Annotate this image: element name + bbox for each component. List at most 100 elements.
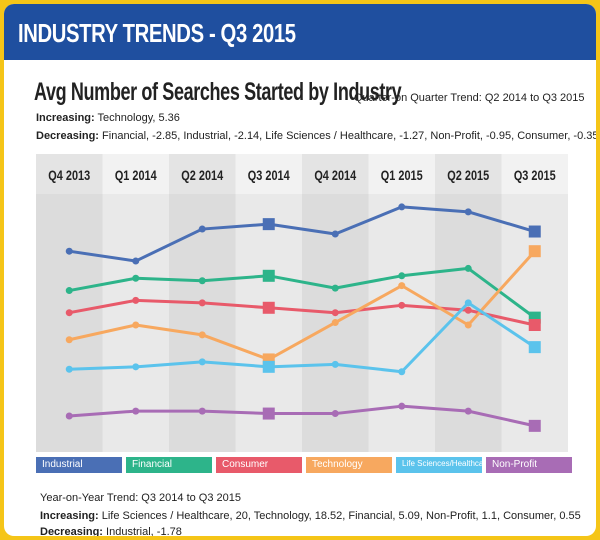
data-point	[331, 309, 339, 317]
yoy-increasing-text: Life Sciences / Healthcare, 20, Technolo…	[98, 510, 581, 522]
square-marker	[262, 301, 275, 314]
data-point	[65, 412, 73, 420]
data-point	[398, 272, 406, 280]
column-header-bg	[102, 154, 169, 194]
infographic-frame: INDUSTRY TRENDS - Q3 2015 Avg Number of …	[4, 4, 596, 536]
series-line	[68, 266, 536, 319]
data-point	[464, 321, 472, 329]
column-header-bg	[302, 154, 369, 194]
data-point	[132, 321, 140, 329]
data-point	[398, 368, 406, 376]
legend-label: Consumer	[222, 459, 269, 470]
yoy-decreasing-text: Industrial, -1.78	[102, 526, 182, 536]
data-point	[398, 282, 406, 290]
data-point	[65, 336, 73, 344]
yoy-increasing-label: Increasing:	[40, 510, 99, 522]
data-point	[398, 301, 406, 309]
square-marker	[262, 269, 275, 282]
column-header-bg	[169, 154, 236, 194]
data-point	[198, 407, 206, 415]
data-point	[65, 309, 73, 317]
x-tick-label: Q3 2015	[514, 168, 556, 184]
data-point	[464, 208, 472, 216]
yoy-increasing: Increasing: Life Sciences / Healthcare, …	[40, 510, 581, 522]
qoq-increasing-text: Technology, 5.36	[94, 112, 180, 124]
data-point	[198, 225, 206, 233]
x-tick-label: Q2 2014	[181, 168, 223, 184]
square-marker	[528, 319, 541, 331]
series-lines	[68, 205, 536, 428]
qoq-decreasing-label: Decreasing:	[36, 130, 99, 142]
data-point	[331, 360, 339, 368]
column-header-bg	[435, 154, 502, 194]
x-tick-label: Q4 2013	[48, 168, 90, 184]
series-line	[69, 301, 536, 374]
series-line	[69, 205, 536, 263]
legend-item: Non-Profit	[486, 457, 572, 473]
data-point	[132, 274, 140, 282]
data-point	[65, 365, 73, 373]
qoq-increasing-label: Increasing:	[36, 112, 95, 124]
data-point	[132, 407, 140, 415]
legend-item: Consumer	[216, 457, 302, 473]
yoy-decreasing-label: Decreasing:	[40, 526, 103, 536]
x-tick-label: Q2 2015	[447, 168, 489, 184]
column-band	[36, 154, 103, 452]
data-point	[132, 296, 140, 304]
square-marker	[528, 419, 541, 432]
legend-label: Life Sciences/Healthcare	[402, 459, 491, 468]
data-point	[198, 358, 206, 366]
legend-label: Financial	[132, 459, 173, 470]
series-markers	[65, 203, 541, 432]
data-point	[464, 299, 472, 307]
square-marker	[528, 245, 541, 258]
series-line	[69, 404, 536, 428]
qoq-decreasing-text: Financial, -2.85, Industrial, -2.14, Lif…	[98, 130, 596, 142]
x-tick-label: Q1 2014	[115, 168, 157, 184]
square-marker	[528, 225, 541, 238]
square-marker	[262, 218, 275, 231]
data-point	[65, 287, 73, 295]
series-line	[68, 298, 536, 327]
square-marker	[262, 407, 275, 420]
legend-item: Life Sciences/Healthcare	[396, 457, 491, 473]
yoy-title: Year-on-Year Trend: Q3 2014 to Q3 2015	[40, 492, 241, 504]
legend-item: Financial	[126, 457, 212, 473]
data-point	[132, 257, 140, 265]
chart-subtitle: Quarter-on Quarter Trend: Q2 2014 to Q3 …	[354, 92, 585, 104]
yoy-decreasing: Decreasing: Industrial, -1.78	[40, 526, 182, 536]
column-band	[302, 154, 369, 452]
square-marker	[262, 360, 275, 373]
square-marker	[528, 341, 541, 354]
column-headers: Q4 2013 Q1 2014 Q2 2014 Q3 2014 Q4 2014 Q1 20…	[36, 154, 568, 194]
line-chart: Q4 2013 Q1 2014 Q2 2014 Q3 2014 Q4 2014 Q1 20…	[36, 154, 568, 452]
qoq-increasing: Increasing: Technology, 5.36	[36, 112, 180, 124]
header-banner: INDUSTRY TRENDS - Q3 2015	[4, 4, 596, 60]
legend-label: Industrial	[42, 459, 83, 470]
legend-item: Technology	[306, 457, 392, 473]
column-header-bg	[501, 154, 568, 194]
header-title: INDUSTRY TRENDS - Q3 2015	[18, 18, 296, 48]
data-point	[198, 277, 206, 285]
data-point	[198, 299, 206, 307]
legend-label: Non-Profit	[492, 459, 538, 470]
column-band	[501, 154, 568, 452]
chart-title: Avg Number of Searches Started by Indust…	[34, 78, 402, 106]
data-point	[331, 230, 339, 238]
x-tick-label: Q4 2014	[314, 168, 356, 184]
x-tick-label: Q3 2014	[248, 168, 290, 184]
legend-label: Technology	[312, 459, 363, 470]
data-point	[198, 331, 206, 339]
column-header-bg	[36, 154, 103, 194]
data-point	[398, 203, 406, 211]
data-point	[398, 402, 406, 410]
data-point	[331, 319, 339, 327]
data-point	[464, 264, 472, 272]
qoq-decreasing: Decreasing: Financial, -2.85, Industrial…	[36, 130, 596, 142]
data-point	[65, 247, 73, 255]
column-header-bg	[235, 154, 302, 194]
legend-item: Industrial	[36, 457, 122, 473]
x-tick-label: Q1 2015	[381, 168, 423, 184]
data-point	[464, 407, 472, 415]
data-point	[331, 410, 339, 418]
